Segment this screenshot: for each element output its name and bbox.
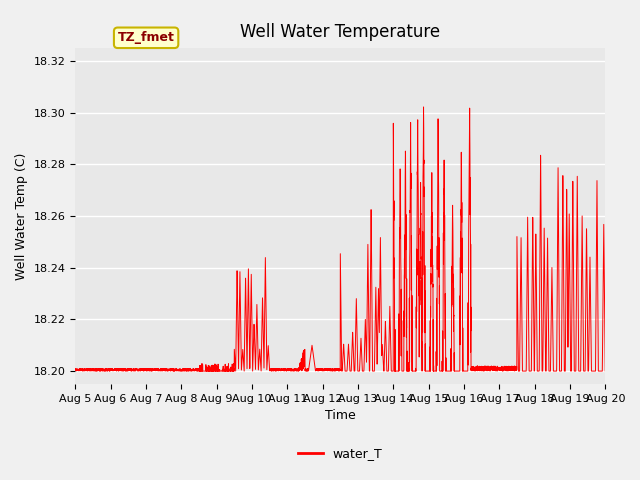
Title: Well Water Temperature: Well Water Temperature <box>240 23 440 41</box>
Text: TZ_fmet: TZ_fmet <box>118 31 175 44</box>
Y-axis label: Well Water Temp (C): Well Water Temp (C) <box>15 152 28 280</box>
Legend: water_T: water_T <box>293 442 388 465</box>
X-axis label: Time: Time <box>325 409 356 422</box>
